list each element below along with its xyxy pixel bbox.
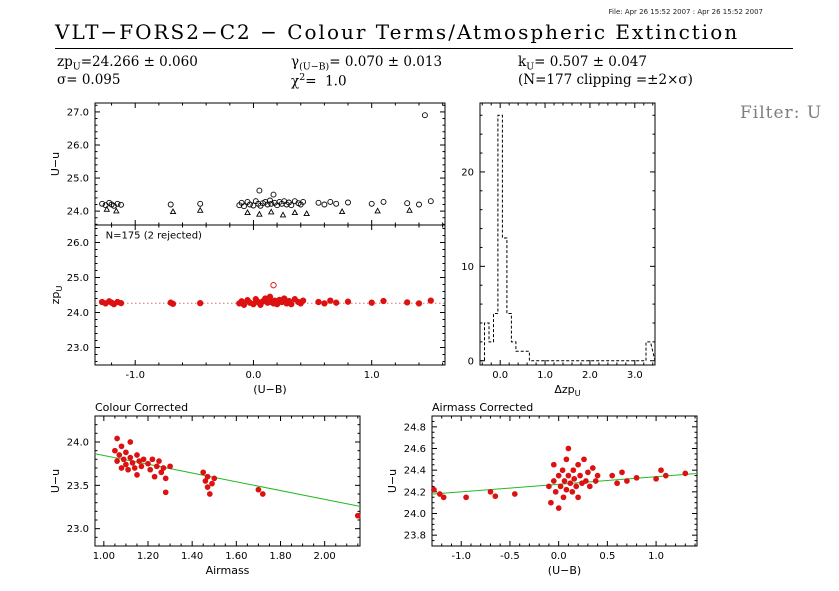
svg-text:1.80: 1.80 <box>269 551 291 562</box>
svg-text:23.8: 23.8 <box>404 531 426 542</box>
y-axis-label: U−u <box>49 152 62 176</box>
gamma-symbol: γ <box>291 54 300 70</box>
panel-title: Colour Corrected <box>95 401 188 414</box>
svg-text:-1.0: -1.0 <box>451 551 471 562</box>
x-axis-label: (U−B) <box>548 564 581 577</box>
file-timestamp: File: Apr 26 15:52 2007 : Apr 26 15:52 2… <box>608 8 763 16</box>
chi-value: = 1.0 <box>305 73 347 90</box>
panel-zeropoint-histogram: 0.0 1.0 2.0 3.0 0 10 20 ΔzpU <box>432 93 677 400</box>
panel-colour-term-scatter: 24.0 25.0 26.0 27.0 U−u <box>47 93 457 226</box>
axes-frame <box>94 102 446 226</box>
svg-text:25.0: 25.0 <box>67 174 89 185</box>
sigma-stat: σ= 0.095 <box>57 72 121 88</box>
svg-text:26.0: 26.0 <box>67 238 89 249</box>
y-axis-label: U−u <box>386 469 399 493</box>
svg-text:0.5: 0.5 <box>599 551 615 562</box>
svg-text:25.0: 25.0 <box>67 273 89 284</box>
svg-text:1.0: 1.0 <box>648 551 664 562</box>
zeropoint-stat: zpU=24.266 ± 0.060 <box>57 54 198 73</box>
zeropoint-points <box>98 293 434 308</box>
chi-superscript: 2 <box>299 72 306 83</box>
svg-text:2.00: 2.00 <box>314 551 336 562</box>
k-symbol: k <box>518 54 527 70</box>
colour-corrected-points <box>112 435 361 519</box>
p2-svg: -1.0 0.0 1.0 23.0 24.0 25.0 26.0 (U−B) zpU N=175 … <box>49 224 446 396</box>
svg-text:20: 20 <box>461 167 474 178</box>
chi-symbol: χ <box>291 73 300 90</box>
colour-term-stat: γ(U−B)= 0.070 ± 0.013 <box>291 54 442 73</box>
p4-svg: 1.00 1.20 1.40 1.60 1.80 2.00 23.0 23.5 24.0 Airm… <box>49 401 361 577</box>
svg-text:1.20: 1.20 <box>137 551 159 562</box>
p1-svg: 24.0 25.0 26.0 27.0 U−u <box>49 102 446 226</box>
svg-text:0.0: 0.0 <box>245 370 261 381</box>
raw-stars-circles <box>99 187 434 210</box>
x-axis-label: ΔzpU <box>554 383 580 398</box>
svg-text:24.0: 24.0 <box>404 509 426 520</box>
svg-text:1.40: 1.40 <box>181 551 203 562</box>
svg-text:24.6: 24.6 <box>404 444 426 455</box>
axes-frame <box>94 415 361 547</box>
svg-text:-0.5: -0.5 <box>500 551 520 562</box>
svg-text:-1.0: -1.0 <box>125 370 145 381</box>
svg-text:27.0: 27.0 <box>67 107 89 118</box>
svg-text:0.0: 0.0 <box>551 551 567 562</box>
raw-outlier <box>421 112 428 119</box>
svg-text:1.0: 1.0 <box>364 370 380 381</box>
airmass-corrected-points <box>431 445 689 511</box>
y-axis-label: U−u <box>49 469 62 493</box>
svg-text:24.0: 24.0 <box>67 438 89 449</box>
k-value: = 0.507 ± 0.047 <box>534 54 647 70</box>
panel-colour-corrected: 1.00 1.20 1.40 1.60 1.80 2.00 23.0 23.5 24.0 Airm… <box>47 398 377 580</box>
axes-frame <box>479 102 656 366</box>
delta-zp-histogram <box>480 114 656 362</box>
zp-symbol: zp <box>57 54 73 70</box>
svg-text:0: 0 <box>468 356 474 367</box>
p5-svg: -1.0 -0.5 0.0 0.5 1.0 23.8 24.0 24.2 24.4 24.6 24.… <box>386 401 698 577</box>
svg-text:24.4: 24.4 <box>404 466 426 477</box>
svg-text:1.60: 1.60 <box>225 551 247 562</box>
svg-text:24.8: 24.8 <box>404 422 426 433</box>
axes-frame <box>431 415 698 547</box>
svg-text:0.0: 0.0 <box>492 370 508 381</box>
zp-subscript: U <box>72 61 81 73</box>
clipping-stat: (N=177 clipping =±2×σ) <box>518 72 693 88</box>
chi-squared-stat: χ2= 1.0 <box>291 72 347 90</box>
y-axis-label: zpU <box>49 286 64 305</box>
x-axis-label: Airmass <box>206 564 250 577</box>
svg-text:24.0: 24.0 <box>67 308 89 319</box>
svg-text:3.0: 3.0 <box>627 370 643 381</box>
svg-text:23.5: 23.5 <box>67 481 89 492</box>
rejected-point <box>270 282 277 289</box>
p3-svg: 0.0 1.0 2.0 3.0 0 10 20 ΔzpU <box>461 102 656 398</box>
svg-text:10: 10 <box>461 262 474 273</box>
panel-annotation: N=175 (2 rejected) <box>106 230 202 241</box>
svg-text:2.0: 2.0 <box>582 370 598 381</box>
x-axis-label: (U−B) <box>253 383 286 396</box>
panel-title: Airmass Corrected <box>432 401 533 414</box>
filter-label: Filter: U <box>740 103 823 123</box>
svg-text:1.00: 1.00 <box>93 551 115 562</box>
page-title: VLT−FORS2−C2 − Colour Terms/Atmospheric … <box>55 20 793 49</box>
svg-text:23.0: 23.0 <box>67 343 89 354</box>
svg-text:24.2: 24.2 <box>404 487 426 498</box>
raw-stars-triangles <box>103 205 413 218</box>
k-subscript: U <box>526 61 535 73</box>
zp-value: =24.266 ± 0.060 <box>80 54 198 70</box>
panel-airmass-corrected: -1.0 -0.5 0.0 0.5 1.0 23.8 24.0 24.2 24.4 24.6 24.… <box>384 398 714 580</box>
axes-frame <box>94 224 446 366</box>
gamma-subscript: (U−B) <box>299 61 330 73</box>
extinction-stat: kU= 0.507 ± 0.047 <box>518 54 647 73</box>
svg-text:24.0: 24.0 <box>67 207 89 218</box>
panel-zeropoint-scatter: -1.0 0.0 1.0 23.0 24.0 25.0 26.0 (U−B) zpU N=175 … <box>47 224 457 400</box>
svg-text:26.0: 26.0 <box>67 140 89 151</box>
svg-text:1.0: 1.0 <box>537 370 553 381</box>
gamma-value: = 0.070 ± 0.013 <box>329 54 443 70</box>
svg-text:23.0: 23.0 <box>67 524 89 535</box>
